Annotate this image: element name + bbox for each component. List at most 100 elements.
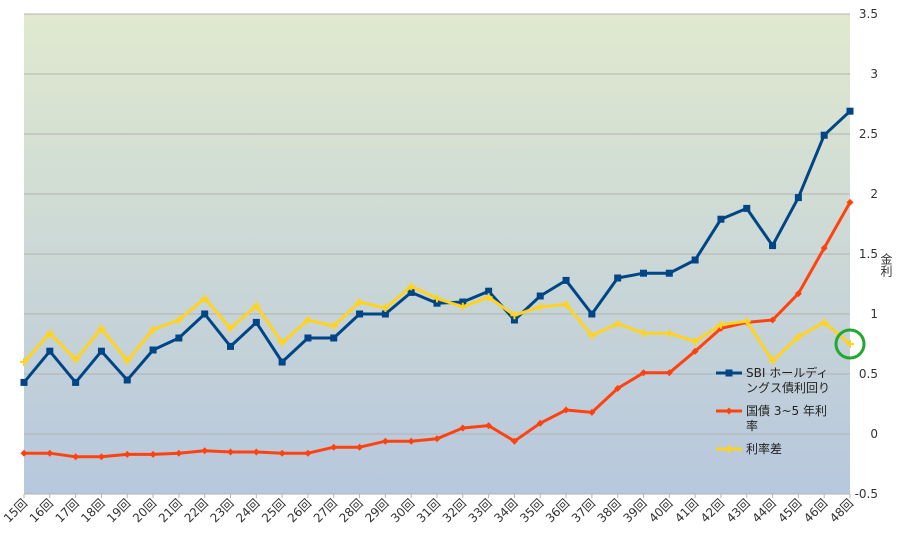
marker xyxy=(562,276,570,284)
marker xyxy=(484,293,493,302)
marker xyxy=(304,334,312,342)
marker xyxy=(330,334,338,342)
legend-entry: SBI ホールディングス債利回り xyxy=(716,366,832,396)
marker xyxy=(252,318,260,326)
marker xyxy=(433,435,441,443)
marker xyxy=(20,378,28,386)
x-tick-label: 39回 xyxy=(620,496,649,525)
marker xyxy=(717,215,725,223)
marker xyxy=(794,194,802,202)
x-tick-label: 18回 xyxy=(78,496,107,525)
x-tick-label: 24回 xyxy=(233,496,262,525)
marker xyxy=(794,290,802,298)
marker xyxy=(356,310,364,318)
marker xyxy=(510,437,518,445)
marker xyxy=(72,378,80,386)
y-tick-label: 3.5 xyxy=(859,7,878,21)
marker xyxy=(769,316,777,324)
marker xyxy=(613,319,622,328)
marker xyxy=(356,443,364,451)
marker xyxy=(665,369,673,377)
marker xyxy=(768,356,777,365)
marker xyxy=(304,449,312,457)
marker xyxy=(510,316,518,324)
marker xyxy=(691,337,700,346)
marker xyxy=(45,329,54,338)
marker xyxy=(149,450,157,458)
marker xyxy=(725,369,733,377)
marker xyxy=(278,338,287,347)
marker xyxy=(485,422,493,430)
marker xyxy=(846,340,854,348)
x-tick-label: 16回 xyxy=(27,496,56,525)
marker xyxy=(278,358,286,366)
marker xyxy=(123,376,131,384)
marker xyxy=(46,449,54,457)
x-tick-label: 48回 xyxy=(827,496,856,525)
y-tick-label: 1 xyxy=(870,307,878,321)
x-tick-label: 46回 xyxy=(801,496,830,525)
marker xyxy=(227,448,234,456)
x-tick-label: 25回 xyxy=(259,496,288,525)
marker xyxy=(536,419,544,427)
x-tick-label: 28回 xyxy=(336,496,365,525)
marker xyxy=(640,369,647,377)
marker xyxy=(252,301,261,310)
x-tick-label: 19回 xyxy=(104,496,133,525)
marker xyxy=(691,256,699,264)
marker xyxy=(716,320,725,329)
y-tick-label: 0 xyxy=(870,427,878,441)
x-tick-label: 36回 xyxy=(543,496,572,525)
marker xyxy=(407,288,415,296)
marker xyxy=(407,282,416,291)
marker xyxy=(71,355,80,364)
marker xyxy=(123,356,132,365)
marker xyxy=(588,408,596,416)
marker xyxy=(743,204,751,212)
marker xyxy=(20,449,28,457)
marker xyxy=(614,274,622,282)
legend-label: 国債 3~5 年利率 xyxy=(746,404,827,433)
marker xyxy=(252,448,260,456)
marker xyxy=(149,325,158,334)
marker xyxy=(820,318,829,327)
marker xyxy=(846,198,854,206)
marker xyxy=(433,294,441,303)
marker xyxy=(769,242,777,250)
marker xyxy=(278,449,286,457)
marker xyxy=(174,316,183,324)
legend-swatch xyxy=(716,407,742,415)
legend-label: 利率差 xyxy=(746,442,783,456)
marker xyxy=(175,449,183,457)
marker xyxy=(433,299,441,307)
y-axis-label: 金利 xyxy=(879,252,893,277)
x-tick-label: 26回 xyxy=(285,496,314,525)
marker xyxy=(820,244,828,252)
marker xyxy=(407,437,415,445)
marker xyxy=(201,447,209,455)
marker xyxy=(226,324,235,333)
x-tick-label: 31回 xyxy=(414,496,443,525)
marker xyxy=(330,443,338,451)
marker xyxy=(588,310,596,318)
marker xyxy=(639,329,648,338)
x-tick-label: 45回 xyxy=(775,496,804,525)
marker xyxy=(381,304,390,312)
marker xyxy=(846,107,854,115)
marker xyxy=(725,445,733,453)
highlight-circle xyxy=(834,328,866,360)
marker xyxy=(562,406,570,414)
marker xyxy=(20,358,28,366)
x-tick-label: 29回 xyxy=(362,496,391,525)
marker xyxy=(536,292,544,300)
y-tick-label: 0.5 xyxy=(859,367,878,381)
marker xyxy=(459,424,467,432)
x-tick-label: 42回 xyxy=(698,496,727,525)
marker xyxy=(201,310,209,318)
x-tick-label: 35回 xyxy=(517,496,546,525)
legend-swatch xyxy=(716,445,742,453)
marker xyxy=(562,300,571,309)
marker xyxy=(742,317,751,326)
x-tick-label: 34回 xyxy=(491,496,520,525)
